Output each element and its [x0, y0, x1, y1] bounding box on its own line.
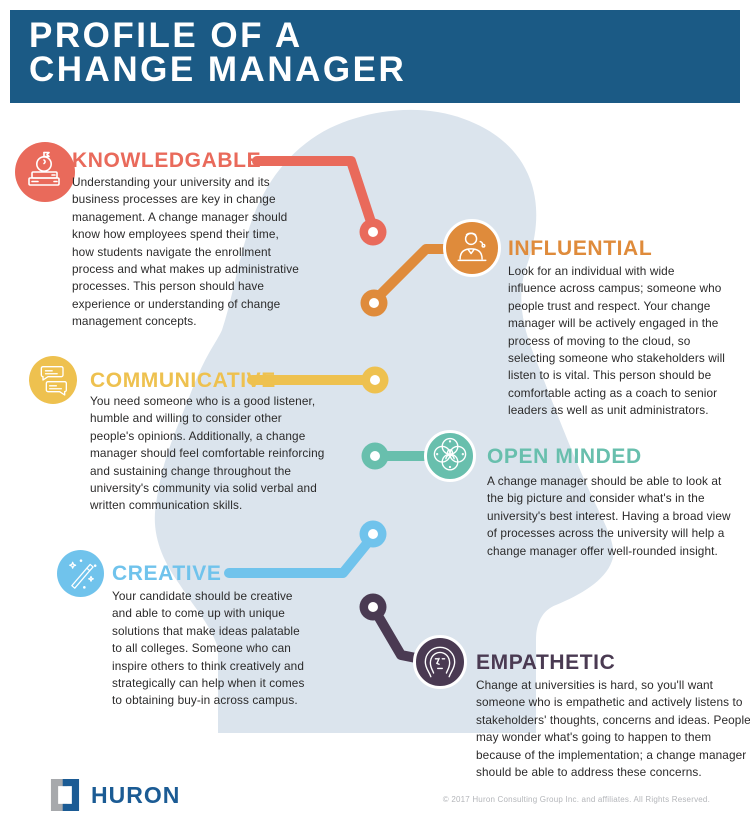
communicative-body: You need someone who is a good listener,… — [90, 394, 325, 513]
speech-bubbles-icon — [40, 366, 68, 396]
speaker-at-podium-icon — [457, 232, 487, 262]
connector-creative — [224, 520, 387, 578]
apple-on-books-icon — [28, 151, 60, 186]
page-title: PROFILE OF A CHANGE MANAGER — [29, 16, 407, 89]
magic-wand-icon — [68, 558, 96, 589]
knowledgable-body: Understanding your university and its bu… — [72, 175, 299, 329]
open-minded-badge — [424, 430, 476, 482]
connector-knowledgable — [252, 156, 387, 246]
influential-badge — [443, 219, 501, 277]
open-minded-title: OPEN MINDED — [487, 445, 642, 468]
empathetic-badge — [413, 635, 467, 689]
header-bar: PROFILE OF A CHANGE MANAGER — [10, 10, 740, 103]
empathetic-title: EMPATHETIC — [476, 651, 616, 674]
empathetic-body: Change at universities is hard, so you'l… — [476, 678, 750, 780]
empathetic-face-icon — [424, 646, 456, 678]
communicative-badge — [29, 356, 77, 404]
creative-title: CREATIVE — [112, 562, 222, 585]
copyright-text: © 2017 Huron Consulting Group Inc. and a… — [442, 795, 710, 804]
open-minded-body: A change manager should be able to look … — [487, 474, 731, 558]
knowledgable-badge — [15, 142, 75, 202]
communicative-title: COMMUNICATIVE — [90, 369, 276, 392]
connector-communicative — [247, 366, 389, 394]
influential-body: Look for an individual with wide influen… — [508, 264, 726, 418]
creative-body: Your candidate should be creative and ab… — [112, 589, 305, 708]
influential-title: INFLUENTIAL — [508, 237, 653, 260]
huron-logo: HURON — [48, 778, 180, 812]
venn-flower-person-icon — [433, 437, 467, 471]
knowledgable-title: KNOWLEDGABLE — [72, 149, 262, 172]
huron-logo-mark — [50, 778, 80, 812]
creative-badge — [57, 550, 104, 597]
huron-logo-text: HURON — [91, 781, 181, 808]
connector-influential — [360, 244, 457, 317]
